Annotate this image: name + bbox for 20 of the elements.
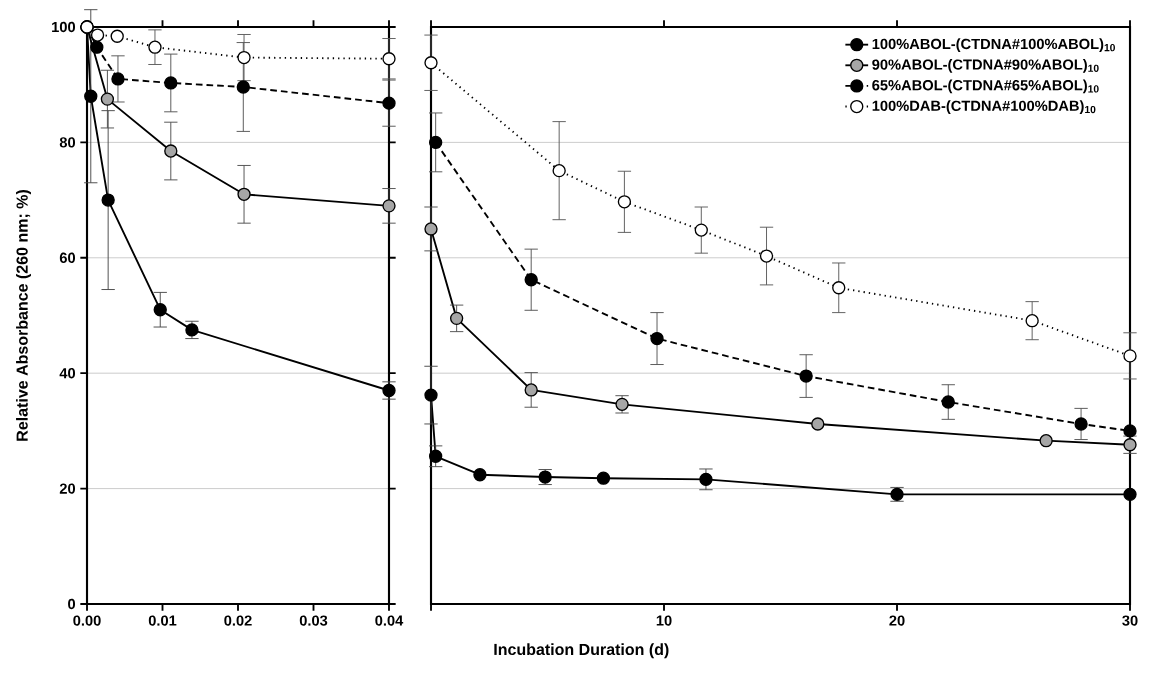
- legend-label: 100%ABOL-(CTDNA#100%ABOL)$_{10}$: [872, 38, 1115, 53]
- y-tick-label: 0: [68, 598, 76, 610]
- x-axis-title: Incubation Duration (d): [494, 643, 669, 659]
- y-tick-label: 40: [59, 368, 76, 379]
- x-tick-label: 0.02: [224, 615, 252, 626]
- legend-label: 90%ABOL-(CTDNA#90%ABOL)$_{10}$: [872, 58, 1099, 73]
- x-tick-label: 0.00: [73, 615, 101, 626]
- y-tick-label: 60: [59, 252, 76, 263]
- y-tick-label: 20: [59, 483, 76, 494]
- y-axis-title: Relative Absorbance (260 nm; %): [16, 190, 31, 441]
- y-tick-label: 80: [59, 137, 76, 148]
- x-tick-label: 30: [1122, 615, 1138, 626]
- x-tick-label: 0.01: [148, 615, 177, 626]
- x-tick-label: 20: [889, 615, 905, 626]
- x-tick-label: 0.03: [299, 615, 328, 626]
- legend-label: 100%DAB-(CTDNA#100%DAB)$_{10}$: [872, 100, 1096, 114]
- x-tick-label: 10: [656, 615, 672, 626]
- x-tick-label: 0.04: [375, 615, 404, 626]
- legend-label: 65%ABOL-(CTDNA#65%ABOL)$_{10}$: [872, 79, 1099, 94]
- y-tick-label: 100: [52, 21, 76, 33]
